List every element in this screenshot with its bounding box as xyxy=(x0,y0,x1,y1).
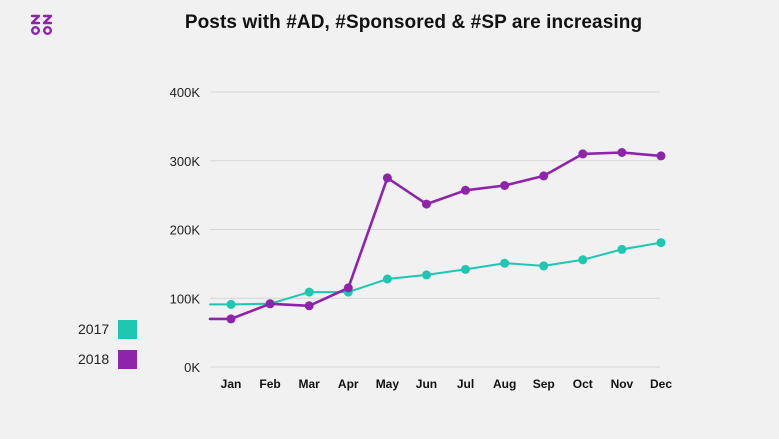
y-tick-label: 100K xyxy=(170,291,201,306)
data-point xyxy=(343,283,353,293)
data-point xyxy=(539,261,549,271)
data-point xyxy=(539,171,549,181)
x-axis-ticks: Jan Feb Mar Apr May Jun Jul Aug Sep Oct Nov Dec xyxy=(221,377,673,391)
series-lines xyxy=(208,148,666,324)
data-point xyxy=(265,299,275,309)
y-axis-ticks: 0K 100K 200K 300K 400K xyxy=(170,85,201,375)
data-point xyxy=(422,270,431,280)
x-tick-label: Jun xyxy=(416,377,437,391)
series-line xyxy=(209,241,662,306)
logo-icon xyxy=(30,14,53,35)
x-tick-label: Nov xyxy=(611,377,634,391)
data-point xyxy=(461,185,470,195)
x-tick-label: Oct xyxy=(573,377,593,391)
data-point xyxy=(578,149,588,159)
x-tick-label: Apr xyxy=(338,377,359,391)
x-tick-label: Jan xyxy=(221,377,242,391)
data-point xyxy=(382,173,392,183)
data-point xyxy=(226,314,236,324)
y-tick-label: 0K xyxy=(184,360,200,375)
data-point xyxy=(617,148,627,157)
x-tick-label: Mar xyxy=(299,377,321,391)
series-2018 xyxy=(208,148,666,324)
data-point xyxy=(304,287,314,297)
y-tick-label: 300K xyxy=(170,154,201,169)
data-point xyxy=(656,238,666,248)
data-point xyxy=(617,244,627,254)
legend-swatch xyxy=(118,319,137,339)
data-point xyxy=(304,301,314,311)
x-tick-label: Feb xyxy=(259,377,280,391)
legend: 2017 2018 xyxy=(78,318,137,378)
data-point xyxy=(578,255,588,265)
data-point xyxy=(226,299,236,309)
data-point xyxy=(382,274,392,284)
gridlines xyxy=(210,91,660,368)
legend-item: 2017 xyxy=(78,318,137,340)
legend-label: 2017 xyxy=(78,321,110,337)
data-point xyxy=(500,258,510,268)
x-tick-label: May xyxy=(376,377,400,391)
data-point xyxy=(422,199,431,209)
series-line xyxy=(208,151,663,321)
x-tick-label: Dec xyxy=(650,377,672,391)
y-tick-label: 400K xyxy=(170,85,201,100)
legend-item: 2018 xyxy=(78,348,137,370)
y-tick-label: 200K xyxy=(170,223,201,238)
legend-label: 2018 xyxy=(78,351,110,367)
x-tick-label: Aug xyxy=(493,377,516,391)
x-tick-label: Jul xyxy=(457,377,474,391)
chart-title: Posts with #AD, #Sponsored & #SP are inc… xyxy=(184,12,643,33)
x-tick-label: Sep xyxy=(533,377,555,391)
data-point xyxy=(461,264,470,274)
data-point xyxy=(500,181,510,190)
legend-swatch xyxy=(118,349,137,369)
data-point xyxy=(656,151,666,161)
